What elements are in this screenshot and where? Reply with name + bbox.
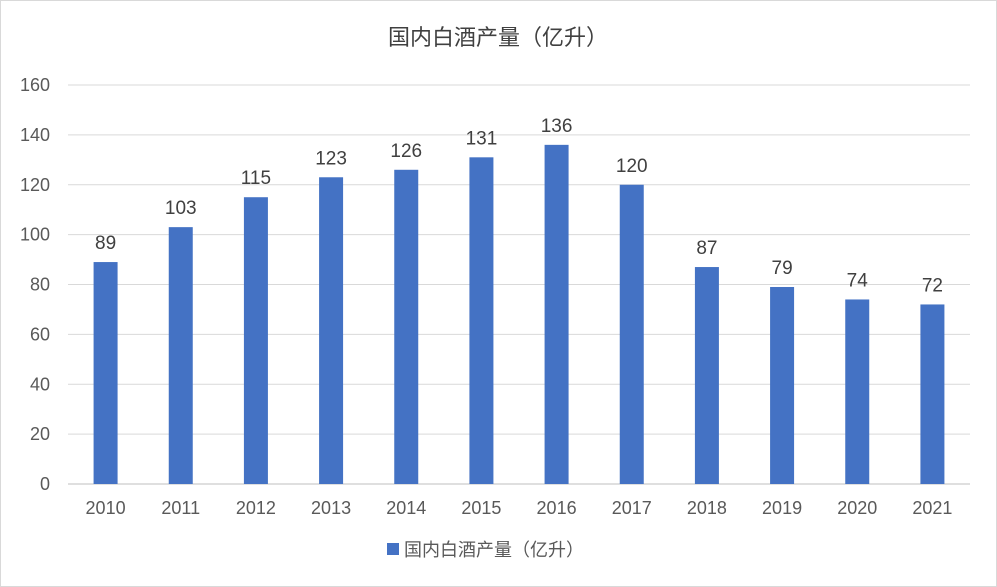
x-tick-label: 2013 <box>311 498 351 518</box>
data-label: 126 <box>390 141 422 162</box>
y-tick-label: 0 <box>40 474 50 494</box>
x-tick-label: 2017 <box>612 498 652 518</box>
bars <box>93 144 945 485</box>
bar <box>845 299 870 484</box>
data-label: 103 <box>165 198 197 219</box>
bar <box>920 304 945 484</box>
y-tick-label: 80 <box>30 275 50 295</box>
data-label: 74 <box>847 270 869 291</box>
x-tick-label: 2020 <box>837 498 877 518</box>
bar <box>319 177 344 485</box>
y-tick-label: 20 <box>30 424 50 444</box>
data-label: 89 <box>95 233 116 254</box>
data-label: 120 <box>616 156 648 177</box>
data-label: 131 <box>466 128 498 149</box>
data-label: 136 <box>541 116 573 137</box>
data-labels: 89 103 115 123 126 131 136 120 87 79 74 72 <box>95 116 943 297</box>
x-tick-label: 2016 <box>537 498 577 518</box>
y-tick-label: 60 <box>30 324 50 344</box>
bar <box>619 184 644 484</box>
data-label: 79 <box>772 258 793 279</box>
bar <box>770 286 795 484</box>
data-label: 87 <box>696 238 717 259</box>
x-tick-label: 2010 <box>86 498 126 518</box>
y-tick-label: 140 <box>20 125 50 145</box>
x-tick-label: 2012 <box>236 498 276 518</box>
y-tick-label: 160 <box>20 75 50 95</box>
y-axis-ticks: 0 20 40 60 80 100 120 140 160 <box>20 75 50 494</box>
x-tick-label: 2015 <box>461 498 501 518</box>
x-tick-label: 2019 <box>762 498 802 518</box>
x-tick-label: 2018 <box>687 498 727 518</box>
legend-swatch <box>387 543 399 555</box>
bar <box>93 262 118 484</box>
chart-title: 国内白酒产量（亿升） <box>388 25 608 50</box>
x-tick-label: 2021 <box>912 498 952 518</box>
data-label: 72 <box>922 275 943 296</box>
bar <box>469 157 494 484</box>
data-label: 115 <box>241 168 271 189</box>
y-tick-label: 120 <box>20 175 50 195</box>
x-tick-label: 2011 <box>161 498 200 518</box>
bar <box>544 144 569 484</box>
x-tick-label: 2014 <box>386 498 426 518</box>
bar <box>394 169 419 484</box>
bar <box>243 197 268 484</box>
x-axis-ticks: 2010 2011 2012 2013 2014 2015 2016 2017 2018 2019… <box>86 498 953 518</box>
data-label: 123 <box>315 148 347 169</box>
legend: 国内白酒产量（亿升） <box>387 540 584 560</box>
y-tick-label: 100 <box>20 225 50 245</box>
gridlines <box>68 84 970 485</box>
y-tick-label: 40 <box>30 374 50 394</box>
bar <box>168 227 193 485</box>
bar <box>694 267 719 484</box>
legend-label: 国内白酒产量（亿升） <box>404 540 584 560</box>
